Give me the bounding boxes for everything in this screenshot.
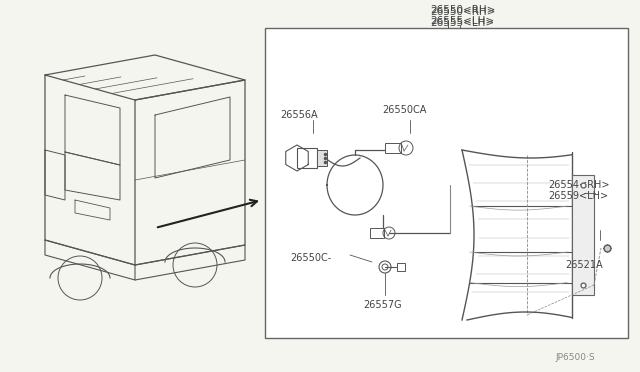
Bar xyxy=(385,143,401,153)
Text: 26550CA: 26550CA xyxy=(382,105,426,115)
Bar xyxy=(397,263,405,271)
Text: 26557G: 26557G xyxy=(363,300,402,310)
Text: 26555<LH>: 26555<LH> xyxy=(430,18,494,28)
Bar xyxy=(317,150,327,166)
Text: JP6500·S: JP6500·S xyxy=(556,353,595,362)
Bar xyxy=(297,148,317,168)
Bar xyxy=(370,228,384,238)
Text: 26555<LH>: 26555<LH> xyxy=(430,16,494,26)
Text: 26521A: 26521A xyxy=(565,260,603,270)
Text: 26559<LH>: 26559<LH> xyxy=(548,191,608,201)
Text: 26550C-: 26550C- xyxy=(290,253,332,263)
Text: 26550<RH>: 26550<RH> xyxy=(430,7,495,17)
Bar xyxy=(572,175,594,295)
Text: 26550<RH>: 26550<RH> xyxy=(430,5,495,15)
Text: 26556A: 26556A xyxy=(280,110,317,120)
Text: 26554<RH>: 26554<RH> xyxy=(548,180,609,190)
Bar xyxy=(265,28,628,338)
